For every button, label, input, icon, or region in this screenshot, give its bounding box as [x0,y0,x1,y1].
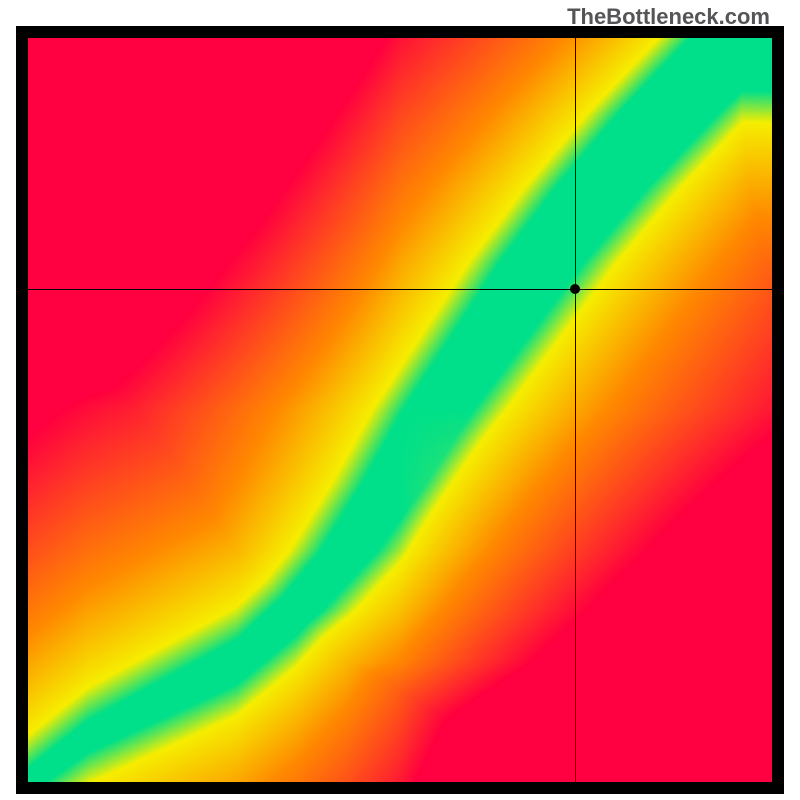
attribution-label: TheBottleneck.com [567,4,770,30]
bottleneck-heatmap [28,38,772,782]
